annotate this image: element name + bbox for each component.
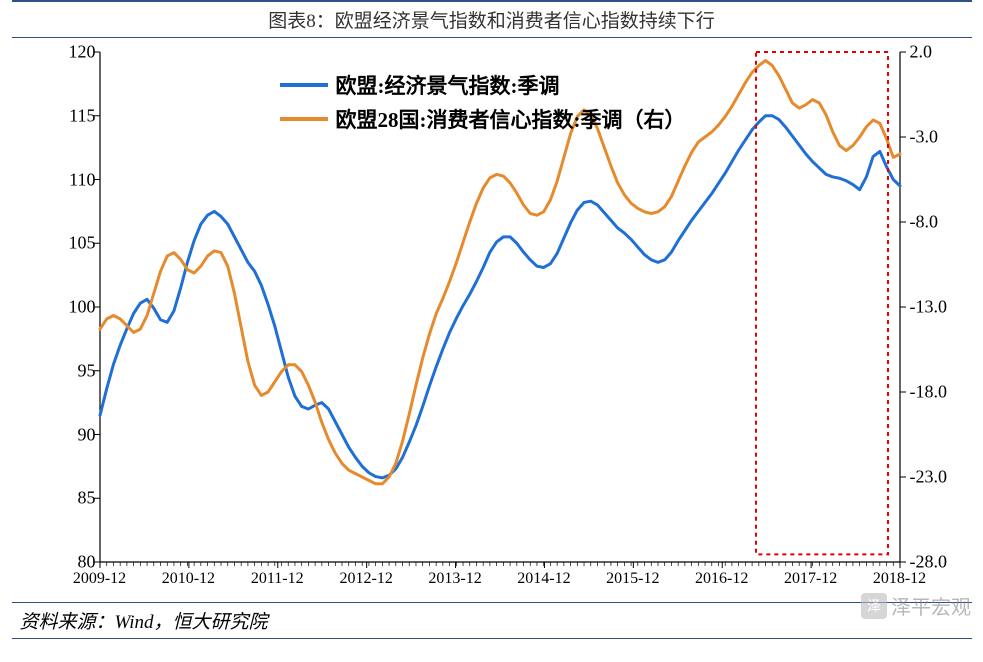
x-tick-label: 2009-12 <box>73 570 126 588</box>
x-tick-label: 2017-12 <box>784 570 837 588</box>
y-left-tick-label: 105 <box>50 233 96 254</box>
y-left-tick-label: 115 <box>50 105 96 126</box>
y-left-tick-label: 95 <box>50 360 96 381</box>
y-right-tick-label: -13.0 <box>910 297 962 318</box>
x-tick-label: 2015-12 <box>606 570 659 588</box>
x-tick-label: 2018-12 <box>873 570 926 588</box>
legend-item: 欧盟:经济景气指数:季调 <box>280 70 686 100</box>
chart-title: 图表8：欧盟经济景气指数和消费者信心指数持续下行 <box>12 0 972 38</box>
watermark-text: 泽平宏观 <box>891 591 971 620</box>
series-economic_sentiment <box>100 116 900 478</box>
x-tick-label: 2013-12 <box>428 570 481 588</box>
watermark: 泽 泽平宏观 <box>861 591 971 620</box>
watermark-icon: 泽 <box>861 593 887 619</box>
y-left-tick-label: 100 <box>50 297 96 318</box>
y-right-tick-label: -18.0 <box>910 382 962 403</box>
highlight-box <box>756 52 888 554</box>
x-tick-label: 2010-12 <box>162 570 215 588</box>
y-left-tick-label: 90 <box>50 424 96 445</box>
x-tick-label: 2012-12 <box>339 570 392 588</box>
plot-area: 欧盟:经济景气指数:季调欧盟28国:消费者信心指数:季调（右） <box>100 52 900 562</box>
legend-swatch <box>280 117 328 121</box>
legend-item: 欧盟28国:消费者信心指数:季调（右） <box>280 104 686 134</box>
legend-label: 欧盟28国:消费者信心指数:季调（右） <box>336 104 686 134</box>
y-left-tick-label: 85 <box>50 488 96 509</box>
y-right-tick-label: -3.0 <box>910 127 962 148</box>
chart-container: 欧盟:经济景气指数:季调欧盟28国:消费者信心指数:季调（右） 80859095… <box>12 42 972 602</box>
legend: 欧盟:经济景气指数:季调欧盟28国:消费者信心指数:季调（右） <box>280 70 686 138</box>
y-right-tick-label: -8.0 <box>910 212 962 233</box>
y-left-tick-label: 110 <box>50 169 96 190</box>
x-tick-label: 2014-12 <box>517 570 570 588</box>
y-left-tick-label: 120 <box>50 42 96 63</box>
source-attribution: 资料来源：Wind，恒大研究院 <box>12 602 972 639</box>
y-right-tick-label: -23.0 <box>910 467 962 488</box>
legend-label: 欧盟:经济景气指数:季调 <box>336 70 560 100</box>
legend-swatch <box>280 83 328 87</box>
x-tick-label: 2016-12 <box>695 570 748 588</box>
y-right-tick-label: 2.0 <box>910 42 962 63</box>
x-tick-label: 2011-12 <box>251 570 304 588</box>
